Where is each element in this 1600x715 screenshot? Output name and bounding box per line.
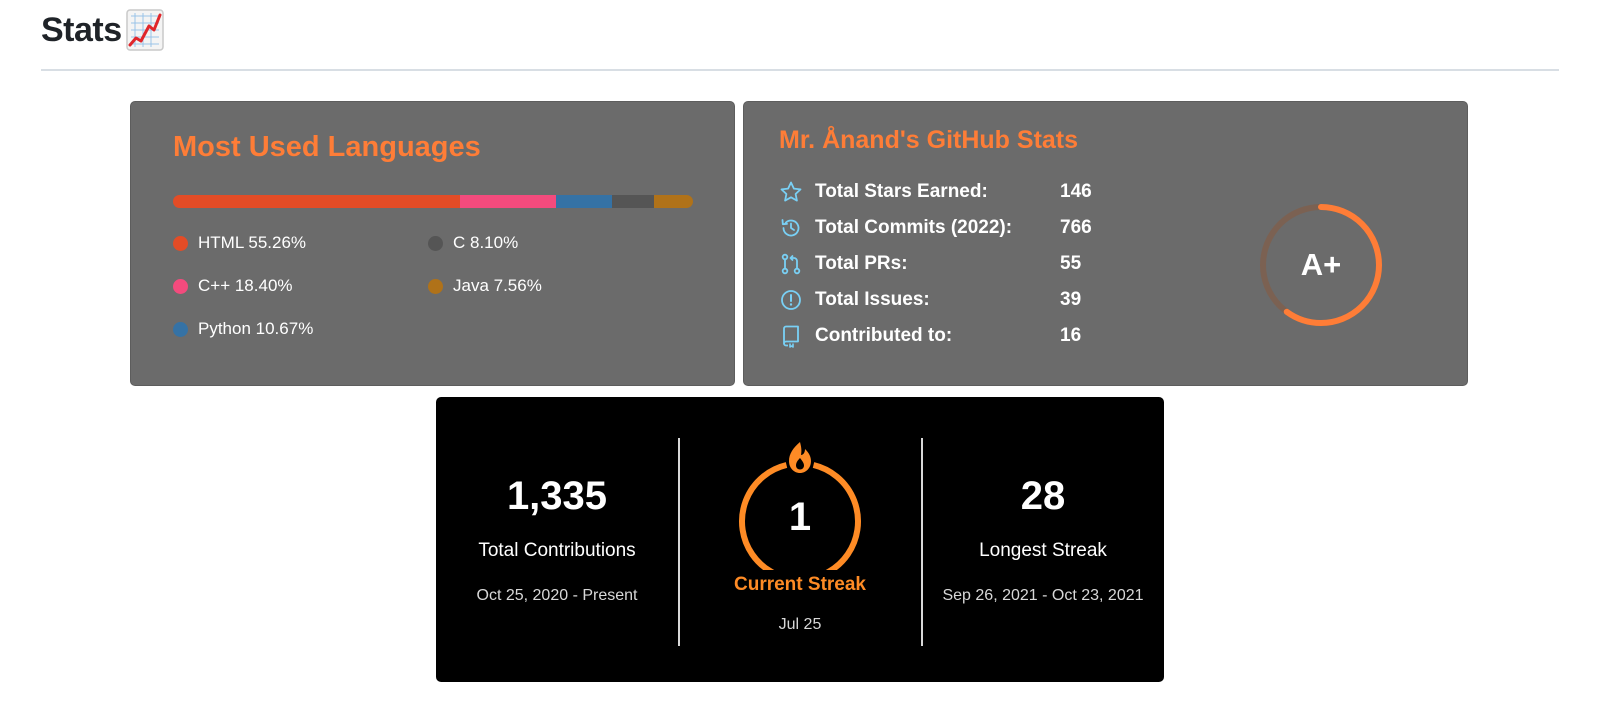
chart-increasing-icon <box>125 9 164 51</box>
language-label: C++ 18.40% <box>198 276 293 295</box>
heading-divider <box>41 69 1559 71</box>
longest-streak-value: 28 <box>1020 474 1066 518</box>
stats-value: 766 <box>1060 217 1092 238</box>
stats-row-prs: Total PRs: 55 <box>779 249 1120 279</box>
stats-label: Contributed to: <box>815 325 953 346</box>
language-bar-segment-c <box>611 195 654 208</box>
current-streak-ring: 1 <box>739 442 861 570</box>
stats-value: 55 <box>1060 253 1082 274</box>
current-streak-value: 1 <box>789 495 811 539</box>
current-streak-range: Jul 25 <box>778 616 822 633</box>
languages-card-title: Most Used Languages <box>173 131 481 163</box>
streak-ring-arc <box>739 462 861 570</box>
language-label: Java 7.56% <box>453 276 542 295</box>
language-bar-segment-python <box>556 195 612 208</box>
stats-row-contributed: Contributed to: 16 <box>779 321 1120 351</box>
section-title: Stats <box>41 10 122 49</box>
stats-value: 39 <box>1060 289 1082 310</box>
streak-divider <box>921 438 923 646</box>
pull-request-icon <box>781 253 801 275</box>
total-contributions-column: 1,335 Total Contributions Oct 25, 2020 -… <box>437 398 677 683</box>
language-bar-segment-cpp <box>460 195 557 208</box>
stats-row-stars: Total Stars Earned: 146 <box>779 177 1120 207</box>
stats-value: 16 <box>1060 325 1082 346</box>
history-icon <box>781 219 800 237</box>
language-label: Python 10.67% <box>198 319 314 338</box>
language-legend-item: C 8.10% <box>428 233 518 253</box>
language-color-dot <box>173 278 188 294</box>
language-color-dot <box>428 235 443 251</box>
current-streak-label: Current Streak <box>734 574 866 595</box>
language-legend-item: HTML 55.26% <box>173 233 306 253</box>
language-legend-item: C++ 18.40% <box>173 276 293 296</box>
language-label: C 8.10% <box>453 233 519 252</box>
language-bar-segment-html <box>173 195 461 208</box>
total-contributions-value: 1,335 <box>506 474 608 518</box>
total-contributions-label: Total Contributions <box>478 540 636 561</box>
section-heading: Stats <box>41 8 166 52</box>
rank-circle: A+ <box>1260 204 1382 326</box>
language-legend-item: Java 7.56% <box>428 276 542 296</box>
current-streak-column: 1 Current Streak Jul 25 <box>680 398 920 683</box>
stats-row-issues: Total Issues: 39 <box>779 285 1120 315</box>
language-label: HTML 55.26% <box>198 233 307 252</box>
rank-progress-arc <box>1260 204 1382 326</box>
language-bar-segment-java <box>653 195 693 208</box>
stats-label: Total Stars Earned: <box>815 181 988 202</box>
stats-row-commits: Total Commits (2022): 766 <box>779 213 1120 243</box>
language-color-dot <box>428 278 443 294</box>
stats-label: Total Issues: <box>815 289 930 310</box>
longest-streak-label: Longest Streak <box>979 540 1107 561</box>
stats-label: Total Commits (2022): <box>815 217 1013 238</box>
stats-card-title: Mr. Ånand's GitHub Stats <box>779 126 1079 154</box>
stats-label: Total PRs: <box>815 253 908 274</box>
most-used-languages-card: Most Used Languages HTML 55.26% C++ 18.40… <box>130 101 735 386</box>
stats-value: 146 <box>1060 181 1092 202</box>
fire-icon <box>789 442 811 473</box>
star-icon <box>780 181 802 202</box>
github-stats-card: Mr. Ånand's GitHub Stats Total Stars Ear… <box>743 101 1468 386</box>
language-legend: HTML 55.26% C++ 18.40% Python 10.67% C 8.10… <box>173 233 713 363</box>
language-color-dot <box>173 235 188 251</box>
longest-streak-range: Sep 26, 2021 - Oct 23, 2021 <box>942 587 1144 604</box>
rank-grade: A+ <box>1301 247 1342 282</box>
total-contributions-range: Oct 25, 2020 - Present <box>476 587 638 604</box>
streak-divider <box>678 438 680 646</box>
longest-streak-column: 28 Longest Streak Sep 26, 2021 - Oct 23,… <box>923 398 1163 683</box>
language-progress-bar <box>173 195 693 208</box>
repo-icon <box>783 325 799 348</box>
issue-icon <box>781 290 801 310</box>
language-color-dot <box>173 321 188 337</box>
language-legend-item: Python 10.67% <box>173 319 313 339</box>
streak-stats-card: 1,335 Total Contributions Oct 25, 2020 -… <box>436 397 1164 682</box>
